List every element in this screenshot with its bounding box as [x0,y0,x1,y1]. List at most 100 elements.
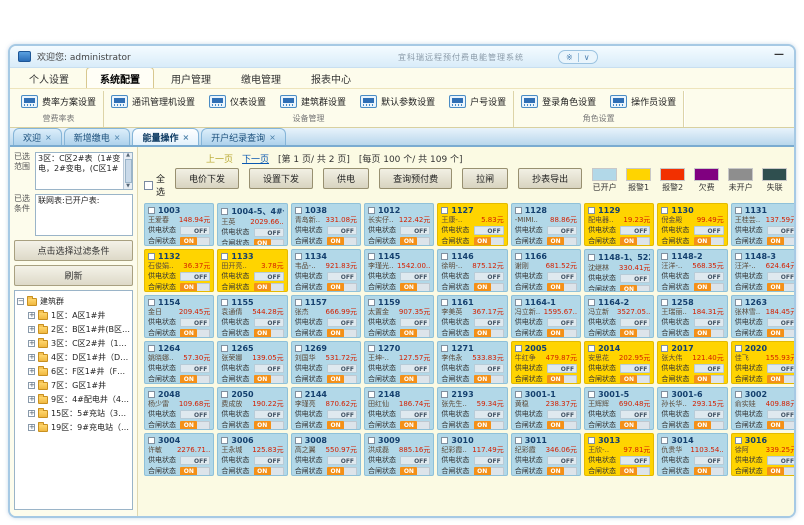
meter-checkbox[interactable] [368,437,376,444]
meter-card[interactable]: 3002 俞实娃 409.88元 供电状态 OFF [730,387,794,430]
meter-checkbox[interactable] [734,391,742,398]
meter-card[interactable]: 3010 纪彩霞.. 117.49元 供电状态 OFF [437,433,508,476]
closing-toggle[interactable]: ON [620,236,651,245]
meter-card[interactable]: 1148-1、522 沈继林 330.41元 供电状态 OFF [584,249,655,292]
supply-toggle[interactable]: OFF [547,455,578,465]
closing-toggle[interactable]: ON [180,420,211,429]
meter-checkbox[interactable] [368,207,376,214]
closing-toggle[interactable]: ON [473,328,504,337]
ribbon-button[interactable]: 默认参数设置 [360,94,435,108]
meter-card[interactable]: 1271 李伟永 533.83元 供电状态 OFF [437,341,508,384]
meter-card[interactable]: 2144 李瑾亮 870.62元 供电状态 OFF [290,387,362,430]
closing-toggle[interactable]: ON [547,328,578,337]
expand-icon[interactable]: + [28,394,35,403]
supply-toggle[interactable]: OFF [473,409,504,419]
supply-toggle[interactable]: OFF [547,363,578,373]
tree-item[interactable]: + 7区：G区1#井 [28,378,130,392]
meter-card[interactable]: 1131 王桂芸.. 137.59元 供电状态 OFF [730,203,794,246]
meter-checkbox[interactable] [294,391,302,398]
supply-toggle[interactable]: OFF [400,317,431,327]
closing-toggle[interactable]: ON [767,466,794,475]
ribbon-button[interactable]: 通讯管理机设置 [111,94,195,108]
meter-checkbox[interactable] [661,253,669,260]
closing-toggle[interactable]: ON [620,284,651,291]
meter-card[interactable]: 1265 张荣娜 139.05元 供电状态 OFF [217,341,288,384]
meter-checkbox[interactable] [588,391,596,398]
supply-toggle[interactable]: OFF [180,317,211,327]
closing-toggle[interactable]: ON [400,420,431,429]
meter-card[interactable]: 3013 王欣-.. 97.81元 供电状态 OFF [584,433,655,476]
supply-toggle[interactable]: OFF [473,455,504,465]
closing-toggle[interactable]: ON [327,374,358,383]
close-icon[interactable]: × [182,133,190,142]
closing-toggle[interactable]: ON [693,374,724,383]
closing-toggle[interactable]: ON [180,236,211,245]
ribbon-button[interactable]: 费率方案设置 [21,94,96,108]
closing-toggle[interactable]: ON [473,466,504,475]
supply-toggle[interactable]: OFF [253,455,284,465]
tree-item[interactable]: + 3区：C区2#井（1#变... [28,336,130,350]
meter-checkbox[interactable] [294,437,302,444]
closing-toggle[interactable]: ON [400,466,431,475]
supply-toggle[interactable]: OFF [620,409,651,419]
meter-card[interactable]: 1127 王康-.. 5.83元 供电状态 OFF [437,203,508,246]
collapse-icon[interactable]: − [17,296,24,305]
closing-toggle[interactable]: ON [400,236,431,245]
meter-card[interactable]: 3006 王永城 125.83元 供电状态 OFF [217,433,288,476]
supply-toggle[interactable]: OFF [400,455,431,465]
supply-toggle[interactable]: OFF [473,363,504,373]
menu-tab[interactable]: 报表中心 [311,75,351,86]
meter-card[interactable]: 1130 倪金殿 99.49元 供电状态 OFF [657,203,728,246]
meter-checkbox[interactable] [514,437,522,444]
expand-icon[interactable]: + [28,352,35,361]
meter-checkbox[interactable] [294,253,302,260]
meter-checkbox[interactable] [514,345,522,352]
closing-toggle[interactable]: ON [620,328,651,337]
meter-checkbox[interactable] [661,437,669,444]
closing-toggle[interactable]: ON [767,328,794,337]
meter-card[interactable]: 1166 谢刚 681.52元 供电状态 OFF [510,249,582,292]
meter-checkbox[interactable] [734,437,742,444]
meter-checkbox[interactable] [441,345,449,352]
meter-card[interactable]: 1258 王瑞丽.. 184.31元 供电状态 OFF [657,295,728,338]
supply-toggle[interactable]: OFF [693,225,724,235]
meter-checkbox[interactable] [148,437,155,444]
meter-card[interactable]: 1129 配电器.. 19.23元 供电状态 OFF [584,203,655,246]
supply-toggle[interactable]: OFF [767,455,794,465]
meter-checkbox[interactable] [368,253,376,260]
meter-card[interactable]: 1038 青岛新.. 331.08元 供电状态 OFF [290,203,362,246]
ribbon-button[interactable]: 仪表设置 [209,94,266,108]
supply-toggle[interactable]: OFF [327,271,358,281]
closing-toggle[interactable]: ON [253,420,284,429]
scroll-thumb[interactable] [124,159,132,183]
menu-tab[interactable]: 缴电管理 [241,75,281,86]
expand-icon[interactable]: + [28,324,35,333]
expand-icon[interactable]: + [28,422,35,431]
supply-toggle[interactable]: OFF [693,409,724,419]
closing-toggle[interactable]: ON [253,238,284,245]
meter-checkbox[interactable] [514,207,522,214]
meter-checkbox[interactable] [441,253,449,260]
expand-icon[interactable]: + [28,366,35,375]
meter-card[interactable]: 1003 王爱春 148.94元 供电状态 OFF [144,203,215,246]
supply-toggle[interactable]: OFF [547,409,578,419]
closing-toggle[interactable]: ON [253,282,284,291]
supply-toggle[interactable]: OFF [253,271,284,281]
closing-toggle[interactable]: ON [473,374,504,383]
supply-toggle[interactable]: OFF [253,409,284,419]
closing-toggle[interactable]: ON [180,282,211,291]
meter-checkbox[interactable] [148,391,155,398]
closing-toggle[interactable]: ON [180,466,211,475]
closing-toggle[interactable]: ON [767,282,794,291]
closing-toggle[interactable]: ON [547,374,578,383]
meter-card[interactable]: 2050 费成放 190.22元 供电状态 OFF [217,387,288,430]
meter-checkbox[interactable] [368,391,376,398]
supply-toggle[interactable]: OFF [400,409,431,419]
supply-toggle[interactable]: OFF [327,225,358,235]
meter-card[interactable]: 3011 纪彩霞 346.06元 供电状态 OFF [510,433,582,476]
meter-card[interactable]: 1164-1 冯立新.. 1595.67.. 供电状态 OFF [510,295,582,338]
closing-toggle[interactable]: ON [253,328,284,337]
supply-toggle[interactable]: OFF [693,271,724,281]
action-button[interactable]: 供电 [323,168,370,189]
meter-card[interactable]: 1269 刘国华 531.72元 供电状态 OFF [290,341,362,384]
